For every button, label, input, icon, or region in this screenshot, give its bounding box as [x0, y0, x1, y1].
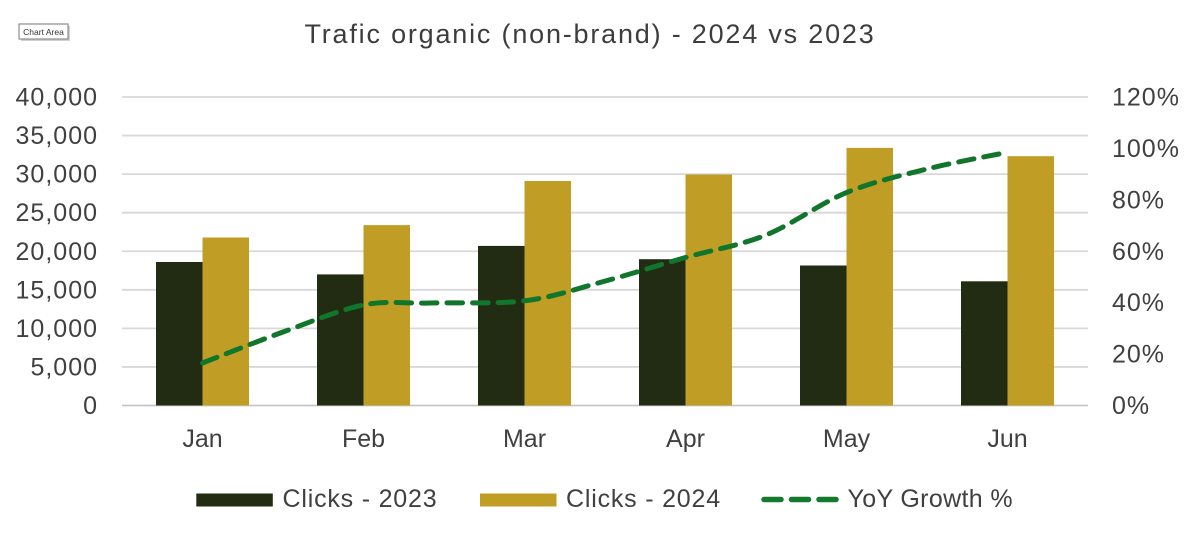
svg-text:100%: 100% [1112, 135, 1180, 163]
svg-text:Jan: Jan [182, 425, 222, 453]
svg-text:5,000: 5,000 [30, 353, 98, 381]
svg-text:Chart Area: Chart Area [23, 27, 64, 37]
svg-text:20,000: 20,000 [16, 238, 98, 266]
svg-text:15,000: 15,000 [16, 276, 98, 304]
svg-text:20%: 20% [1112, 341, 1165, 369]
svg-text:10,000: 10,000 [16, 315, 98, 343]
svg-text:40%: 40% [1112, 289, 1165, 317]
svg-text:30,000: 30,000 [16, 161, 98, 189]
svg-text:35,000: 35,000 [16, 122, 98, 150]
svg-text:120%: 120% [1112, 84, 1180, 112]
svg-text:May: May [823, 425, 871, 453]
svg-text:Feb: Feb [342, 425, 385, 453]
svg-text:Jun: Jun [987, 425, 1027, 453]
svg-text:Clicks - 2024: Clicks - 2024 [566, 485, 721, 513]
svg-text:Apr: Apr [666, 425, 705, 453]
svg-text:0: 0 [83, 392, 98, 420]
svg-text:YoY Growth %: YoY Growth % [848, 485, 1013, 513]
svg-text:80%: 80% [1112, 186, 1165, 214]
svg-text:0%: 0% [1112, 392, 1150, 420]
svg-text:Trafic organic (non-brand) - 2: Trafic organic (non-brand) - 2024 vs 202… [304, 19, 875, 49]
svg-text:25,000: 25,000 [16, 199, 98, 227]
svg-text:40,000: 40,000 [16, 84, 98, 112]
svg-text:Mar: Mar [503, 425, 546, 453]
svg-text:Clicks - 2023: Clicks - 2023 [283, 485, 438, 513]
svg-text:60%: 60% [1112, 238, 1165, 266]
